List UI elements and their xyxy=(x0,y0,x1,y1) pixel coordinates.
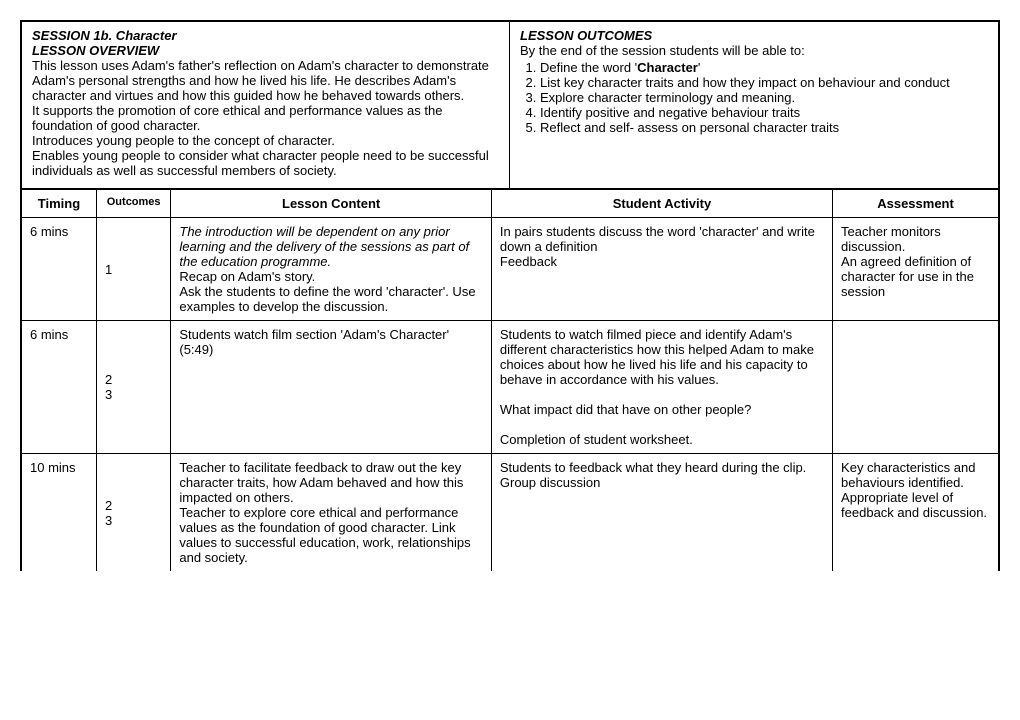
content-cell: Teacher to facilitate feedback to draw o… xyxy=(171,454,492,572)
assessment-cell: Teacher monitors discussion.An agreed de… xyxy=(833,218,998,321)
header-row: SESSION 1b. Character LESSON OVERVIEW Th… xyxy=(22,22,998,190)
outcome-item: Identify positive and negative behaviour… xyxy=(540,105,988,120)
col-timing: Timing xyxy=(22,190,96,218)
content-cell: The introduction will be dependent on an… xyxy=(171,218,492,321)
activity-cell: Students to feedback what they heard dur… xyxy=(491,454,832,572)
lesson-table-body: 6 mins1The introduction will be dependen… xyxy=(22,218,998,572)
lesson-table: Timing Outcomes Lesson Content Student A… xyxy=(22,190,998,571)
table-row: 6 mins1The introduction will be dependen… xyxy=(22,218,998,321)
overview-label: LESSON OVERVIEW xyxy=(32,43,499,58)
content-cell: Students watch film section 'Adam's Char… xyxy=(171,321,492,454)
assessment-cell: Key characteristics and behaviours ident… xyxy=(833,454,998,572)
overview-text: This lesson uses Adam's father's reflect… xyxy=(32,58,499,178)
outcomes-cell: 23 xyxy=(96,321,170,454)
col-outcomes: Outcomes xyxy=(96,190,170,218)
table-row: 10 mins23Teacher to facilitate feedback … xyxy=(22,454,998,572)
timing-cell: 6 mins xyxy=(22,321,96,454)
timing-cell: 6 mins xyxy=(22,218,96,321)
outcome-item: Define the word 'Character' xyxy=(540,60,988,75)
outcome-item: Reflect and self- assess on personal cha… xyxy=(540,120,988,135)
outcome-item: List key character traits and how they i… xyxy=(540,75,988,90)
outcomes-label: LESSON OUTCOMES xyxy=(520,28,988,43)
outcomes-list: Define the word 'Character'List key char… xyxy=(520,60,988,135)
col-assessment: Assessment xyxy=(833,190,998,218)
activity-cell: In pairs students discuss the word 'char… xyxy=(491,218,832,321)
activity-cell: Students to watch filmed piece and ident… xyxy=(491,321,832,454)
outcomes-intro: By the end of the session students will … xyxy=(520,43,988,58)
lesson-outcomes-cell: LESSON OUTCOMES By the end of the sessio… xyxy=(510,22,998,188)
timing-cell: 10 mins xyxy=(22,454,96,572)
lesson-plan-page: SESSION 1b. Character LESSON OVERVIEW Th… xyxy=(20,20,1000,571)
assessment-cell xyxy=(833,321,998,454)
lesson-overview-cell: SESSION 1b. Character LESSON OVERVIEW Th… xyxy=(22,22,510,188)
col-content: Lesson Content xyxy=(171,190,492,218)
table-row: 6 mins23Students watch film section 'Ada… xyxy=(22,321,998,454)
outcome-item: Explore character terminology and meanin… xyxy=(540,90,988,105)
table-header-row: Timing Outcomes Lesson Content Student A… xyxy=(22,190,998,218)
session-title: SESSION 1b. Character xyxy=(32,28,499,43)
col-activity: Student Activity xyxy=(491,190,832,218)
outcomes-cell: 23 xyxy=(96,454,170,572)
outcomes-cell: 1 xyxy=(96,218,170,321)
